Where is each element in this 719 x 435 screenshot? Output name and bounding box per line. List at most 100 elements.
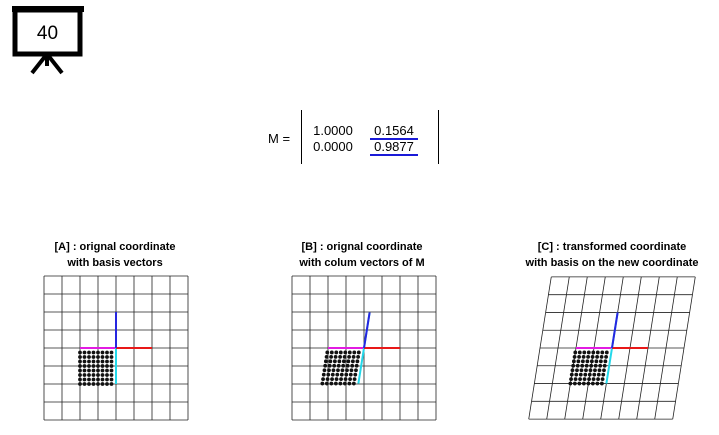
point bbox=[105, 377, 109, 382]
point bbox=[356, 350, 361, 355]
point bbox=[582, 377, 587, 382]
basis-vector-2 bbox=[611, 312, 619, 349]
point bbox=[354, 368, 358, 373]
point bbox=[336, 368, 340, 373]
point bbox=[109, 350, 114, 355]
point bbox=[87, 373, 91, 377]
panel-a-title: [A] : orignal coordinate with basis vect… bbox=[0, 239, 230, 271]
point bbox=[321, 377, 325, 382]
point bbox=[346, 359, 351, 364]
point bbox=[347, 354, 351, 359]
point bbox=[579, 368, 584, 373]
point bbox=[91, 355, 96, 359]
point bbox=[329, 354, 333, 359]
point bbox=[100, 364, 105, 368]
point bbox=[87, 350, 91, 355]
point bbox=[588, 368, 593, 373]
point bbox=[571, 359, 576, 364]
matrix-left-bar bbox=[301, 110, 302, 164]
point bbox=[100, 373, 105, 377]
point bbox=[100, 377, 105, 382]
point bbox=[109, 377, 114, 382]
point bbox=[351, 381, 356, 386]
point bbox=[105, 359, 109, 364]
point bbox=[604, 354, 608, 359]
point bbox=[600, 377, 605, 382]
point bbox=[91, 364, 96, 368]
point bbox=[348, 377, 352, 382]
grid-line bbox=[654, 276, 678, 420]
point bbox=[78, 377, 82, 382]
point bbox=[355, 359, 360, 364]
point bbox=[78, 364, 82, 368]
basis-vector-2 bbox=[363, 312, 371, 349]
point bbox=[592, 372, 597, 377]
panel-a-title-line2: with basis vectors bbox=[67, 257, 163, 269]
panel-b-title-line2: with colum vectors of M bbox=[299, 257, 425, 269]
point bbox=[336, 363, 341, 368]
point bbox=[91, 377, 96, 382]
point bbox=[587, 377, 591, 382]
grid-lines bbox=[291, 275, 437, 421]
point bbox=[87, 364, 91, 368]
point bbox=[345, 363, 350, 368]
point bbox=[82, 359, 87, 364]
point bbox=[594, 359, 599, 364]
point bbox=[604, 350, 609, 355]
point bbox=[339, 372, 344, 377]
matrix-label: M = bbox=[268, 131, 291, 146]
point bbox=[591, 350, 596, 355]
point bbox=[582, 350, 587, 355]
point bbox=[580, 359, 585, 364]
point bbox=[577, 354, 581, 359]
point bbox=[569, 377, 573, 382]
point bbox=[91, 382, 96, 386]
point bbox=[96, 355, 100, 359]
point bbox=[354, 363, 359, 368]
point bbox=[87, 382, 91, 386]
point bbox=[82, 364, 87, 368]
point bbox=[586, 350, 591, 355]
point bbox=[87, 377, 91, 382]
panel-b-title-line1: [B] : orignal coordinate bbox=[301, 241, 423, 253]
point bbox=[573, 377, 578, 382]
point bbox=[586, 381, 591, 386]
point bbox=[105, 355, 109, 359]
point bbox=[96, 368, 100, 373]
point bbox=[320, 381, 325, 386]
point bbox=[96, 350, 100, 355]
point bbox=[569, 372, 574, 377]
point bbox=[343, 377, 348, 382]
point bbox=[78, 373, 82, 377]
point bbox=[339, 377, 343, 382]
point bbox=[105, 350, 109, 355]
point bbox=[581, 381, 586, 386]
point bbox=[347, 350, 352, 355]
point bbox=[352, 377, 357, 382]
point bbox=[597, 368, 602, 373]
point bbox=[340, 368, 345, 373]
point bbox=[78, 355, 82, 359]
point bbox=[100, 368, 105, 373]
point bbox=[96, 359, 100, 364]
point bbox=[109, 359, 114, 364]
point bbox=[595, 381, 600, 386]
point bbox=[105, 368, 109, 373]
point bbox=[599, 354, 604, 359]
point bbox=[349, 368, 354, 373]
point bbox=[572, 354, 577, 359]
slide-number-badge: 40 bbox=[12, 6, 84, 76]
point bbox=[105, 373, 109, 377]
point bbox=[593, 363, 598, 368]
point bbox=[321, 372, 326, 377]
point bbox=[589, 359, 594, 364]
point bbox=[87, 359, 91, 364]
grid-line bbox=[672, 276, 696, 420]
point bbox=[323, 363, 328, 368]
point bbox=[599, 381, 604, 386]
point bbox=[109, 373, 114, 377]
point bbox=[586, 354, 590, 359]
panel-c-title-line1: [C] : transformed coordinate bbox=[537, 241, 687, 253]
panel-c-plot bbox=[528, 276, 696, 420]
point bbox=[330, 372, 335, 377]
